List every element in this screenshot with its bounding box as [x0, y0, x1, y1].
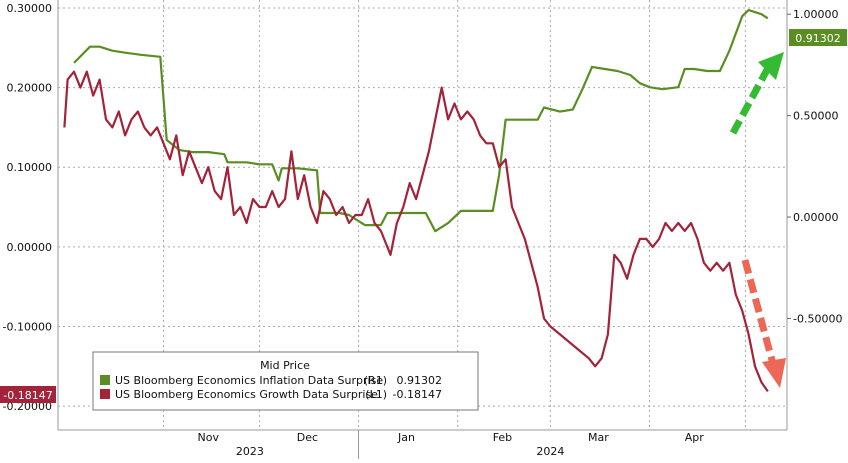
- right-tick-label: 0.00000: [793, 211, 839, 224]
- x-month-label: Feb: [493, 431, 512, 444]
- inflation-surprise-line: [73, 9, 769, 233]
- x-month-label: Mar: [588, 431, 609, 444]
- left-tick-label: -0.10000: [3, 320, 52, 333]
- legend: Mid Price US Bloomberg Economics Inflati…: [92, 351, 479, 411]
- x-month-label: Apr: [685, 431, 705, 444]
- left-axis-ticks: 0.30000 0.20000 0.10000 0.00000 -0.10000 -0.2…: [3, 2, 52, 413]
- legend-header: Mid Price: [260, 359, 310, 372]
- right-value-badge-bg: [789, 29, 847, 46]
- axis-layer: [57, 0, 788, 431]
- left-value-badge-bg: [0, 386, 56, 403]
- left-value-badge-text: -0.18147: [3, 389, 52, 402]
- x-year-label: 2024: [536, 445, 564, 458]
- legend-value-inflation: 0.91302: [397, 374, 443, 387]
- x-year-label: 2023: [236, 445, 264, 458]
- right-axis-ticks: 1.00000 0.50000 0.00000 -0.50000: [787, 8, 842, 325]
- x-month-label: Nov: [198, 431, 220, 444]
- left-tick-label: 0.20000: [7, 82, 53, 95]
- legend-swatch-inflation: [100, 375, 110, 385]
- left-value-badge: -0.18147: [0, 386, 56, 403]
- legend-value-growth: -0.18147: [393, 388, 442, 401]
- left-tick-label: 0.30000: [7, 2, 53, 15]
- right-tick-label: 0.50000: [793, 110, 839, 123]
- right-tick-label: 1.00000: [793, 8, 839, 21]
- annotation-arrows: [729, 52, 786, 388]
- x-month-label: Dec: [297, 431, 318, 444]
- right-value-badge-text: 0.91302: [795, 32, 841, 45]
- arrow-up-head: [758, 52, 784, 80]
- growth-surprise-line: [63, 70, 769, 393]
- right-tick-label: -0.50000: [793, 312, 842, 325]
- arrow-down-head: [762, 358, 786, 388]
- legend-entry-inflation: US Bloomberg Economics Inflation Data Su…: [115, 374, 383, 387]
- legend-swatch-growth: [100, 389, 110, 399]
- legend-entry-growth: US Bloomberg Economics Growth Data Surpr…: [115, 388, 378, 401]
- series-layer: [63, 9, 769, 393]
- right-value-badge: 0.91302: [789, 29, 847, 46]
- x-month-label: Jan: [397, 431, 415, 444]
- legend-box: [92, 351, 479, 411]
- arrow-up-shaft: [729, 66, 772, 135]
- arrow-down-shaft: [741, 259, 777, 365]
- left-tick-label: -0.20000: [3, 400, 52, 413]
- left-tick-label: 0.00000: [7, 241, 53, 254]
- legend-axis-inflation: (R1): [364, 374, 387, 387]
- x-axis-ticks: Nov Dec Jan Feb Mar Apr 2023 2024: [198, 430, 705, 459]
- legend-axis-growth: (L1): [365, 388, 387, 401]
- left-tick-label: 0.10000: [7, 161, 53, 174]
